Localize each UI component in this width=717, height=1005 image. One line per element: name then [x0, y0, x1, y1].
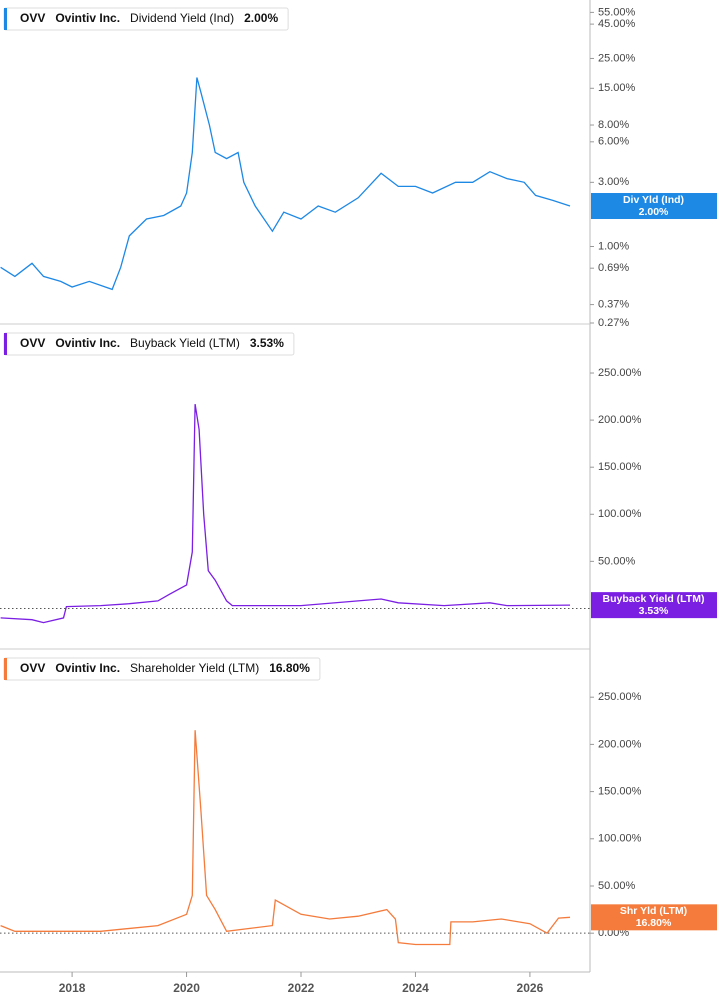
legend-company: Ovintiv Inc.	[55, 11, 120, 25]
legend-last-value-label: 2.00%	[244, 11, 278, 25]
value-tag-name: Div Yld (Ind)	[623, 194, 684, 206]
legend-company: Ovintiv Inc.	[55, 336, 120, 350]
x-tick-label: 2022	[288, 981, 315, 995]
y-tick-label: 0.27%	[598, 317, 629, 329]
x-tick-label: 2020	[173, 981, 200, 995]
legend-company: Ovintiv Inc.	[55, 661, 120, 675]
value-tag	[591, 904, 717, 931]
series-line	[0, 403, 571, 624]
y-tick-label: 100.00%	[598, 833, 642, 845]
value-tag	[591, 193, 717, 220]
x-tick-label: 2024	[402, 981, 429, 995]
value-tag-name: Buyback Yield (LTM)	[603, 593, 705, 605]
y-tick-label: 50.00%	[598, 555, 636, 567]
legend-last-value-label: 3.53%	[250, 336, 284, 350]
y-tick-label: 0.69%	[598, 262, 629, 274]
x-tick-label: 2026	[517, 981, 544, 995]
y-tick-label: 50.00%	[598, 880, 636, 892]
y-tick-label: 250.00%	[598, 367, 642, 379]
y-tick-label: 45.00%	[598, 18, 636, 30]
y-tick-label: 8.00%	[598, 119, 629, 131]
y-tick-label: 55.00%	[598, 6, 636, 18]
y-tick-label: 0.37%	[598, 298, 629, 310]
y-tick-label: 3.00%	[598, 176, 629, 188]
legend-ticker: OVV	[20, 11, 45, 25]
legend-ticker: OVV	[20, 661, 45, 675]
legend-title: Shareholder Yield (LTM)	[130, 661, 259, 675]
value-tag	[591, 592, 717, 619]
y-tick-label: 6.00%	[598, 136, 629, 148]
y-tick-label: 100.00%	[598, 508, 642, 520]
legend-swatch	[4, 658, 7, 680]
legend-swatch	[4, 8, 7, 30]
legend-ticker: OVV	[20, 336, 45, 350]
value-tag-value: 2.00%	[639, 206, 669, 218]
y-tick-label: 150.00%	[598, 461, 642, 473]
y-tick-label: 150.00%	[598, 785, 642, 797]
series-line	[0, 77, 571, 291]
y-tick-label: 200.00%	[598, 738, 642, 750]
x-tick-label: 2018	[59, 981, 86, 995]
legend-swatch	[4, 333, 7, 355]
y-tick-label: 250.00%	[598, 691, 642, 703]
series-line	[0, 730, 571, 946]
y-tick-label: 1.00%	[598, 240, 629, 252]
value-tag-value: 16.80%	[636, 917, 672, 929]
legend-title: Buyback Yield (LTM)	[130, 336, 240, 350]
legend-last-value-label: 16.80%	[269, 661, 310, 675]
y-tick-label: 15.00%	[598, 82, 636, 94]
legend-title: Dividend Yield (Ind)	[130, 11, 234, 25]
y-tick-label: 200.00%	[598, 414, 642, 426]
y-tick-label: 25.00%	[598, 52, 636, 64]
value-tag-value: 3.53%	[639, 605, 669, 617]
value-tag-name: Shr Yld (LTM)	[620, 905, 687, 917]
